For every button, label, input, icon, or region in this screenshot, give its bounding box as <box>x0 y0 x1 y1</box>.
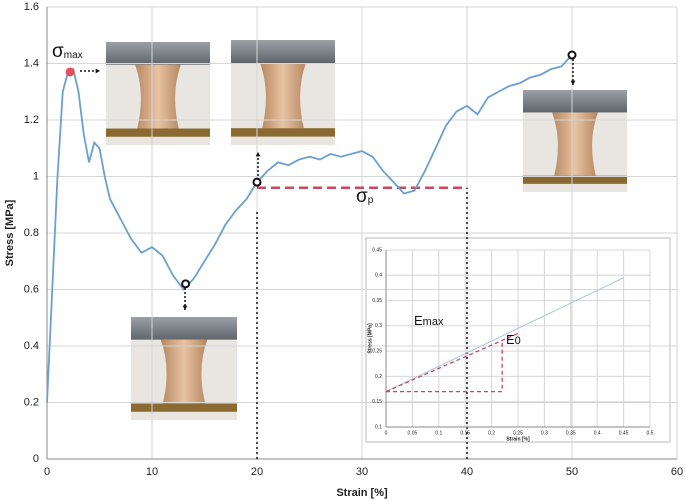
tangent-line <box>385 332 519 393</box>
x-tick-label: 0.3 <box>541 430 548 436</box>
x-tick-label: 40 <box>461 466 473 478</box>
annotation: σp <box>356 186 374 207</box>
x-tick-label: 0.4 <box>594 430 601 436</box>
x-tick-label: 0.25 <box>513 430 523 436</box>
annotation-symbol: E <box>414 313 423 328</box>
x-tick-label: 0 <box>385 430 388 436</box>
photo-platen <box>231 40 335 64</box>
highlight-point <box>181 279 191 289</box>
x-tick-label: 20 <box>251 466 263 478</box>
arrow-head <box>255 152 261 157</box>
x-tick-label: 0.05 <box>408 430 418 436</box>
y-axis-title: Stress [MPa] <box>4 199 16 266</box>
annotation-sub: p <box>368 195 374 206</box>
x-tick-label: 0.2 <box>488 430 495 436</box>
y-tick-label: 1.6 <box>24 1 39 13</box>
highlight-point <box>252 177 262 187</box>
photo-sample <box>552 112 598 176</box>
y-tick-label: 0.25 <box>372 348 382 354</box>
x-tick-label: 0 <box>44 466 50 478</box>
photo-base <box>131 403 237 412</box>
y-tick-label: 0.8 <box>24 227 39 239</box>
annotation: σmax <box>52 41 83 62</box>
x-tick-label: 50 <box>566 466 578 478</box>
photo-platen <box>131 317 237 340</box>
initial-line <box>386 341 503 393</box>
annotation-sub: max <box>64 50 83 61</box>
x-tick-label: 30 <box>356 466 368 478</box>
annotation-symbol: σ <box>52 41 64 62</box>
y-tick-label: 0.3 <box>375 323 382 329</box>
y-tick-label: 0.4 <box>375 273 382 279</box>
highlight-point <box>65 67 75 77</box>
photo-base <box>106 128 210 137</box>
highlight-point <box>567 50 577 60</box>
y-tick-label: 0.1 <box>375 424 382 430</box>
y-tick-label: 0 <box>33 453 39 465</box>
x-axis-title: Strain [%] <box>336 487 388 499</box>
y-tick-label: 0.15 <box>372 399 382 405</box>
y-tick-label: 1.2 <box>24 114 39 126</box>
y-tick-label: 0.6 <box>24 283 39 295</box>
x-tick-label: 60 <box>671 466 683 478</box>
annotation: Emax <box>414 313 444 328</box>
y-axis-title: Stress [MPa] <box>367 323 373 354</box>
y-tick-label: 0.35 <box>372 298 382 304</box>
x-tick-label: 0.45 <box>619 430 629 436</box>
x-tick-label: 0.1 <box>435 430 442 436</box>
y-tick-label: 0.4 <box>24 340 39 352</box>
photo-sample <box>260 63 306 129</box>
x-tick-label: 10 <box>146 466 158 478</box>
series-line <box>46 54 573 403</box>
arrow-head <box>95 68 100 74</box>
y-tick-label: 1 <box>33 170 39 182</box>
x-tick-label: 0.5 <box>647 430 654 436</box>
annotation-symbol: σ <box>356 186 368 207</box>
y-tick-label: 0.2 <box>375 374 382 380</box>
y-tick-label: 0.2 <box>24 396 39 408</box>
series-line <box>385 277 624 393</box>
y-tick-label: 0.45 <box>372 247 382 253</box>
arrow-head <box>182 305 188 310</box>
annotation-sub: 0 <box>515 335 521 347</box>
photo-base <box>231 128 335 137</box>
annotation-symbol: E <box>506 332 515 347</box>
photo-base <box>523 175 627 184</box>
photo-sample <box>135 64 181 129</box>
photo-platen <box>523 90 627 113</box>
arrow-head <box>570 80 576 85</box>
x-tick-label: 0.15 <box>460 430 470 436</box>
photo-platen <box>106 42 210 65</box>
photo-sample <box>160 339 208 404</box>
x-tick-label: 0.35 <box>566 430 576 436</box>
annotation-sub: max <box>423 316 444 328</box>
x-axis-title: Strain [%] <box>506 436 530 442</box>
annotation: E0 <box>506 332 521 347</box>
y-tick-label: 1.4 <box>24 57 39 69</box>
